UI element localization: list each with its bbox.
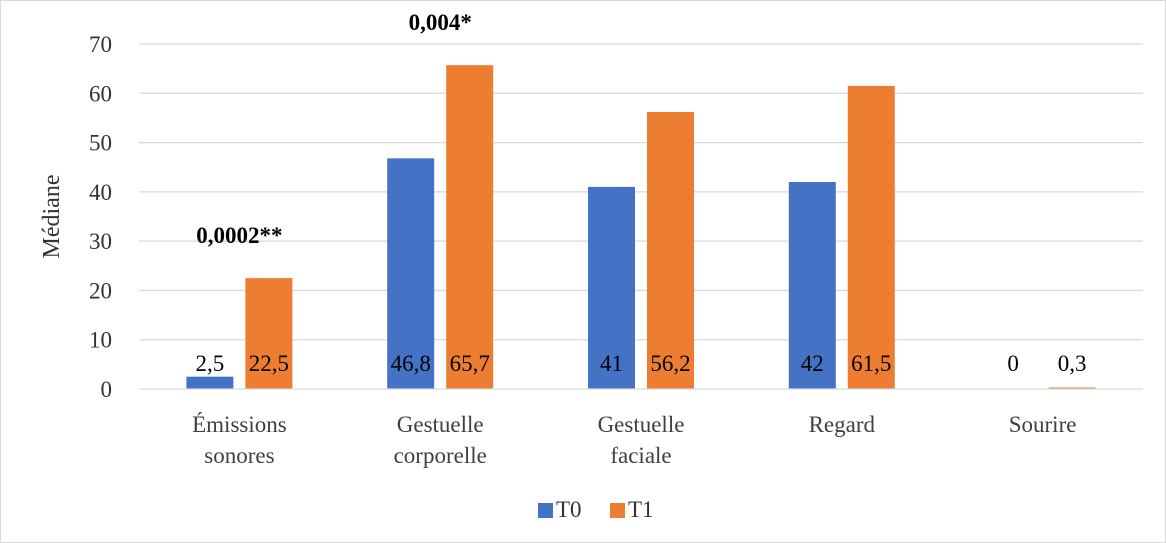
value-label-t0: 42 xyxy=(801,351,824,376)
category-label: sonores xyxy=(204,443,274,468)
y-tick-label: 60 xyxy=(89,81,112,106)
y-tick-label: 10 xyxy=(89,328,112,353)
y-tick-label: 30 xyxy=(89,229,112,254)
gridlines xyxy=(139,43,1143,341)
category-label: Gestuelle xyxy=(598,412,685,437)
value-label-t0: 41 xyxy=(600,351,623,376)
category-label: Gestuelle xyxy=(397,412,484,437)
x-axis-categories: Émissions sonores Gestuelle corporelle Gestu… xyxy=(192,412,1076,468)
value-label-t1: 65,7 xyxy=(450,351,490,376)
value-label-t1: 22,5 xyxy=(249,351,289,376)
bar-t1 xyxy=(847,85,895,390)
legend-label-t1: T1 xyxy=(628,497,654,522)
significance-annotations: 0,0002** 0,004* xyxy=(196,10,472,248)
bar-t1 xyxy=(446,65,494,389)
y-axis-label: Médiane xyxy=(39,175,65,259)
significance-annotation: 0,004* xyxy=(409,10,472,35)
category-label: Sourire xyxy=(1009,412,1077,437)
y-tick-label: 50 xyxy=(89,131,112,156)
bar-t1 xyxy=(245,278,293,389)
legend-swatch-t1 xyxy=(610,503,625,518)
value-labels: 2,5 22,5 46,8 65,7 41 56,2 42 61,5 0 0,3 xyxy=(196,351,1087,376)
value-label-t1: 61,5 xyxy=(851,351,891,376)
y-tick-label: 0 xyxy=(101,377,113,402)
value-label-t0: 2,5 xyxy=(196,351,225,376)
bar-t0 xyxy=(186,376,234,389)
category-label: Regard xyxy=(809,412,876,437)
category-label: corporelle xyxy=(394,443,487,468)
category-label: Émissions xyxy=(192,412,287,437)
significance-annotation: 0,0002** xyxy=(196,223,282,248)
bar-t1 xyxy=(647,112,694,389)
value-label-t0: 46,8 xyxy=(391,351,431,376)
bar-t1 xyxy=(1048,387,1096,389)
y-tick-label: 40 xyxy=(89,180,112,205)
value-label-t0: 0 xyxy=(1007,351,1019,376)
bar-t0 xyxy=(788,182,836,389)
legend-swatch-t0 xyxy=(538,503,553,518)
value-label-t1: 56,2 xyxy=(650,351,690,376)
bar-t0 xyxy=(588,186,635,389)
bar-t0 xyxy=(387,158,435,389)
legend-label-t0: T0 xyxy=(556,497,582,522)
category-label: faciale xyxy=(610,443,671,468)
y-tick-label: 70 xyxy=(89,32,112,57)
bars xyxy=(186,65,1096,390)
value-label-t1: 0,3 xyxy=(1058,351,1087,376)
y-tick-label: 20 xyxy=(89,278,112,303)
y-axis-ticks: 0 10 20 30 40 50 60 70 xyxy=(89,32,112,402)
legend: T0 T1 xyxy=(538,497,654,522)
